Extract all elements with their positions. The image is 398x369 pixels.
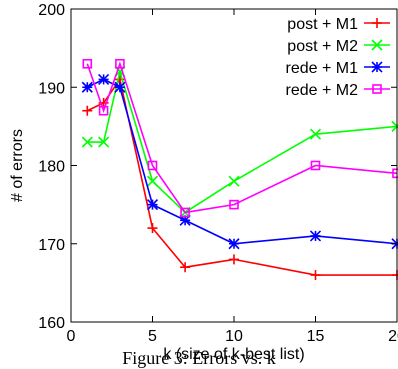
legend-marker (371, 61, 383, 73)
series-line (86, 78, 398, 245)
legend-item: post + M2 (287, 38, 390, 55)
series-rede-m2 (82, 58, 398, 218)
legend-item: rede + M2 (286, 82, 390, 99)
x-tick-label: 20 (388, 328, 398, 345)
legend-item: rede + M1 (286, 60, 390, 77)
legend-item: post + M1 (287, 16, 390, 33)
legend-marker (372, 18, 382, 28)
data-point (146, 199, 159, 211)
data-point (310, 160, 321, 171)
data-point (229, 254, 239, 265)
data-point (82, 58, 93, 69)
data-point (228, 238, 240, 250)
data-point (229, 199, 239, 210)
legend-label: rede + M2 (286, 82, 359, 99)
data-point (309, 230, 322, 242)
y-tick-label: 200 (38, 2, 65, 19)
legend-marker (371, 39, 383, 51)
data-point (309, 128, 322, 140)
data-point (228, 175, 240, 187)
data-point (82, 105, 93, 116)
data-point (180, 207, 190, 218)
data-point (147, 160, 158, 171)
legend-marker (372, 84, 382, 94)
series-line (87, 68, 398, 214)
y-tick-label: 160 (38, 315, 65, 332)
x-tick-label: 0 (67, 328, 76, 345)
y-tick-label: 180 (38, 159, 65, 176)
data-point (115, 58, 125, 69)
data-point (81, 136, 93, 148)
series-line (86, 61, 398, 214)
series-line (86, 77, 397, 276)
data-point (114, 81, 126, 93)
y-tick-label: 170 (38, 237, 65, 254)
ticks-layer: 0 5 10 15 20 160 170 180 190 200 (38, 2, 398, 345)
data-point (98, 105, 109, 116)
y-tick-label: 190 (38, 80, 65, 97)
legend-label: post + M2 (287, 38, 358, 55)
x-tick-label: 15 (307, 328, 325, 345)
data-point (81, 81, 93, 93)
y-axis-label: # of errors (9, 129, 26, 202)
data-point (146, 175, 159, 187)
legend: post + M1 post + M2 rede + M1 rede + M2 (286, 16, 390, 99)
series-post-m1 (82, 74, 398, 281)
data-point (98, 73, 110, 85)
series-rede-m1 (81, 73, 398, 250)
legend-label: rede + M1 (286, 60, 359, 77)
legend-label: post + M1 (287, 16, 358, 33)
x-tick-label: 10 (225, 328, 243, 345)
x-axis-label: k (size of k-best list) (163, 346, 304, 363)
data-point (147, 223, 158, 234)
series-layer (81, 58, 398, 281)
data-point (180, 262, 191, 273)
x-tick-label: 5 (148, 328, 157, 345)
data-point (310, 270, 321, 281)
data-point (98, 136, 110, 148)
figure-caption: Figure 3: Errors vs. k (122, 348, 276, 368)
